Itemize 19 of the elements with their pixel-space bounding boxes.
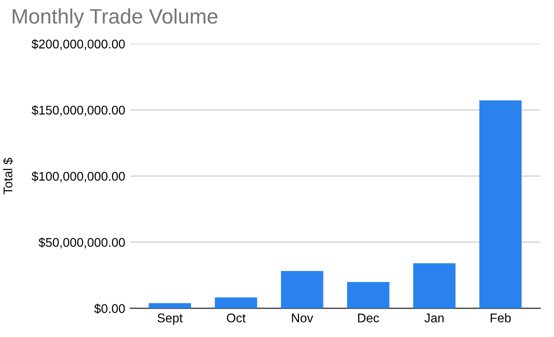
x-tick-label: Nov <box>292 314 314 322</box>
chart-title: Monthly Trade Volume <box>12 8 218 28</box>
bar <box>148 303 192 308</box>
y-tick-label: $200,000,000.00 <box>32 39 125 50</box>
y-tick-label: $50,000,000.00 <box>38 237 125 248</box>
x-tick-label: Jan <box>424 314 444 322</box>
bar <box>280 271 324 308</box>
bar <box>214 297 258 308</box>
x-tick-label: Oct <box>226 314 246 322</box>
x-tick-label: Sept <box>158 314 183 325</box>
bar <box>479 100 522 308</box>
y-tick-label: $150,000,000.00 <box>32 105 125 116</box>
x-tick-label: Dec <box>358 314 380 322</box>
x-tick-label: Feb <box>490 313 511 322</box>
bar <box>347 282 390 308</box>
y-tick-label: $100,000,000.00 <box>32 171 125 182</box>
y-axis-title: Total $ <box>2 158 14 194</box>
bar <box>413 263 456 308</box>
y-tick-label: $0.00 <box>94 304 125 314</box>
